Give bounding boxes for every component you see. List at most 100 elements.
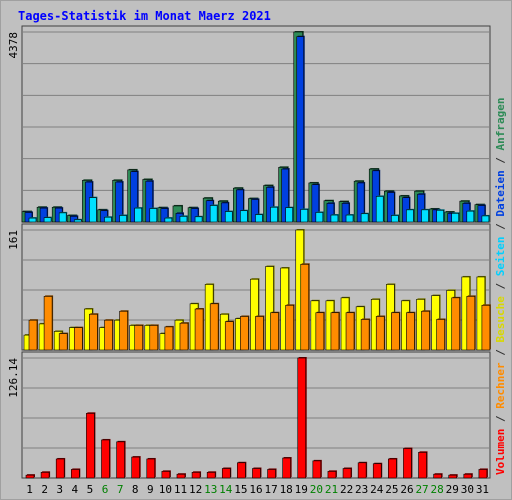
- legend-volumen: Volumen: [494, 429, 507, 475]
- x-tick-label: 9: [147, 483, 154, 496]
- bar-seiten-17: [270, 206, 278, 223]
- bar-seiten-20: [315, 212, 324, 223]
- x-tick-label: 20: [310, 483, 323, 496]
- bar-volumen-7: [116, 441, 125, 479]
- x-tick-label: 26: [400, 483, 413, 496]
- x-tick-label: 13: [204, 483, 217, 496]
- bar-dateien-19: [296, 36, 305, 223]
- bar-dateien-12: [190, 208, 199, 223]
- bar-seiten-14: [224, 211, 233, 223]
- bar-volumen-3: [55, 458, 65, 479]
- bar-rechner-26: [406, 312, 415, 351]
- bar-volumen-31: [478, 469, 488, 479]
- bar-volumen-22: [342, 468, 352, 479]
- x-tick-label: 7: [117, 483, 124, 496]
- x-tick-label: 25: [385, 483, 398, 496]
- bar-dateien-21: [326, 203, 335, 223]
- bar-volumen-21: [327, 471, 337, 479]
- bar-seiten-24: [375, 196, 384, 223]
- bar-besuche-16: [250, 278, 259, 351]
- bar-seiten-1: [28, 217, 37, 223]
- bar-volumen-4: [70, 469, 80, 479]
- bar-seiten-12: [194, 216, 203, 223]
- x-tick-label: 29: [446, 483, 459, 496]
- bar-rechner-23: [360, 319, 370, 351]
- bar-rechner-1: [28, 319, 38, 351]
- bar-seiten-11: [179, 216, 188, 223]
- x-tick-label: 24: [370, 483, 384, 496]
- bar-rechner-27: [421, 310, 430, 351]
- x-tick-label: 28: [431, 483, 444, 496]
- bar-seiten-13: [209, 205, 218, 223]
- legend-dateien: Dateien: [494, 170, 507, 216]
- bar-seiten-5: [89, 197, 97, 223]
- bar-seiten-15: [240, 210, 248, 223]
- bar-rechner-29: [451, 297, 461, 351]
- bar-dateien-15: [236, 189, 244, 223]
- x-tick-label: 12: [189, 483, 202, 496]
- bar-volumen-19: [297, 357, 307, 479]
- bar-volumen-17: [267, 469, 276, 479]
- bar-seiten-19: [300, 209, 309, 223]
- bar-rechner-16: [255, 316, 264, 351]
- bar-volumen-23: [357, 462, 367, 479]
- bar-volumen-26: [403, 448, 412, 479]
- bar-rechner-10: [164, 326, 174, 351]
- bar-rechner-14: [224, 321, 234, 351]
- x-tick-label: 15: [234, 483, 247, 496]
- bar-volumen-25: [388, 458, 397, 479]
- bar-rechner-9: [149, 325, 159, 351]
- bar-volumen-13: [206, 471, 216, 479]
- bar-seiten-28: [436, 209, 444, 223]
- bar-seiten-27: [421, 209, 429, 223]
- bar-besuche-17: [265, 266, 274, 351]
- bar-rechner-5: [89, 313, 98, 351]
- bar-rechner-4: [73, 327, 83, 351]
- bar-volumen-12: [191, 471, 201, 479]
- bar-volumen-28: [433, 473, 442, 479]
- bar-seiten-9: [149, 208, 158, 223]
- bar-seiten-23: [360, 213, 369, 223]
- bar-rechner-7: [119, 310, 128, 351]
- bar-dateien-10: [160, 208, 169, 223]
- bar-volumen-2: [40, 471, 50, 479]
- bar-volumen-10: [161, 471, 171, 479]
- bar-rechner-13: [209, 303, 219, 351]
- x-tick-label: 8: [132, 483, 139, 496]
- x-tick-label: 21: [325, 483, 338, 496]
- bar-rechner-2: [43, 296, 53, 351]
- x-tick-label: 30: [461, 483, 474, 496]
- bar-volumen-24: [372, 463, 382, 479]
- bar-volumen-15: [237, 462, 246, 479]
- x-tick-label: 3: [56, 483, 63, 496]
- bar-volumen-18: [282, 457, 291, 479]
- x-tick-label: 27: [415, 483, 428, 496]
- bar-rechner-31: [481, 304, 491, 351]
- x-tick-label: 11: [174, 483, 187, 496]
- legend-sep: /: [494, 276, 507, 296]
- bar-rechner-6: [104, 319, 113, 351]
- bar-seiten-31: [481, 215, 490, 223]
- bar-dateien-23: [356, 182, 365, 223]
- bar-dateien-25: [387, 192, 395, 223]
- bar-rechner-22: [345, 312, 355, 351]
- bar-seiten-22: [345, 214, 354, 223]
- legend-sep: /: [494, 343, 507, 363]
- bar-rechner-18: [285, 304, 294, 351]
- bar-volumen-1: [25, 474, 35, 479]
- bar-seiten-3: [58, 212, 67, 223]
- bar-dateien-9: [145, 180, 154, 223]
- x-tick-label: 18: [280, 483, 293, 496]
- bar-dateien-8: [130, 171, 138, 223]
- bar-rechner-3: [58, 333, 68, 351]
- bar-seiten-25: [391, 215, 399, 223]
- bar-dateien-31: [477, 205, 486, 223]
- bar-seiten-29: [451, 213, 460, 223]
- bar-seiten-8: [134, 207, 142, 223]
- bar-seiten-10: [164, 217, 173, 223]
- bar-volumen-11: [176, 473, 186, 479]
- legend-rechner: Rechner: [494, 362, 507, 409]
- bar-dateien-7: [115, 181, 123, 223]
- x-tick-label: 2: [41, 483, 48, 496]
- bar-rechner-15: [240, 316, 249, 351]
